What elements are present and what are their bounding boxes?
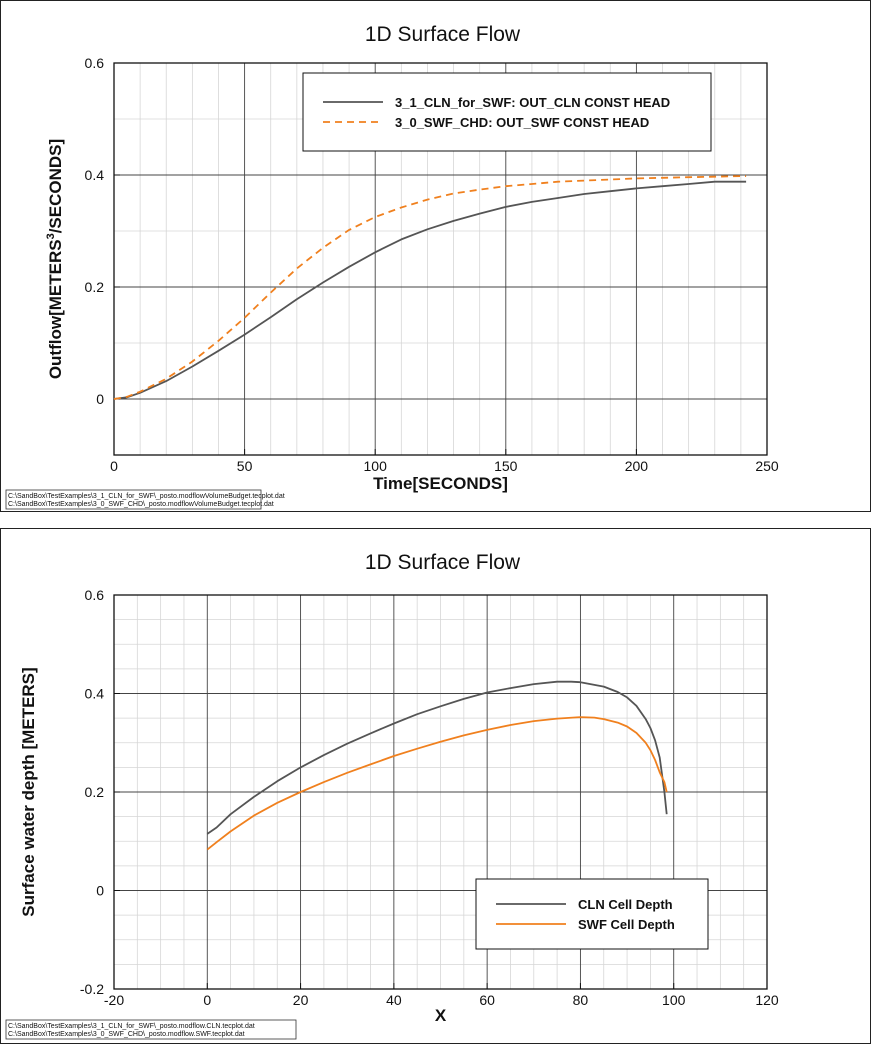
y-tick-label: 0.2 — [85, 784, 105, 800]
series-line-2 — [206, 716, 668, 851]
legend-box — [302, 72, 712, 152]
plot-frame — [113, 62, 768, 456]
x-tick-label: 80 — [573, 992, 589, 1008]
x-tick-label: 40 — [386, 992, 402, 1008]
x-axis-label: Time[SECONDS] — [373, 474, 508, 493]
x-tick-label: 200 — [625, 458, 649, 474]
x-tick-label: 150 — [494, 458, 518, 474]
y-tick-label: 0.4 — [85, 686, 105, 702]
depth-chart: 1D Surface Flow -20 0 20 40 60 80 100 120 -0.2 0 0.… — [5, 551, 779, 1040]
y-tick-label: -0.2 — [80, 981, 104, 997]
y-axis-label-main: Outflow[METERS — [46, 239, 65, 379]
source-file-box — [5, 489, 262, 510]
x-tick-label: 100 — [364, 458, 388, 474]
source-file-box — [5, 1019, 297, 1040]
source-file-line: C:\SandBox\TestExamples\3_0_SWF_CHD\_pos… — [8, 501, 274, 508]
legend-label-2: 3_0_SWF_CHD: OUT_SWF CONST HEAD — [395, 115, 649, 130]
y-tick-label: 0 — [96, 883, 104, 899]
x-tick-label: 120 — [755, 992, 779, 1008]
x-tick-label: 250 — [755, 458, 779, 474]
x-tick-label: 0 — [203, 992, 211, 1008]
source-file-line: C:\SandBox\TestExamples\3_0_SWF_CHD\_pos… — [8, 1031, 245, 1038]
y-axis-label-superscript: 3 — [45, 233, 57, 239]
chart-title: 1D Surface Flow — [365, 551, 521, 574]
source-file-line: C:\SandBox\TestExamples\3_1_CLN_for_SWF\… — [8, 493, 285, 500]
chart-panel-depth: 1D Surface Flow -20 0 20 40 60 80 100 120 -0.2 0 0.… — [0, 528, 871, 1044]
x-tick-label: 100 — [662, 992, 686, 1008]
source-file-line: C:\SandBox\TestExamples\3_1_CLN_for_SWF\… — [8, 1023, 255, 1030]
legend-box — [475, 878, 709, 950]
legend-label-1: CLN Cell Depth — [578, 897, 673, 912]
legend-label-1: 3_1_CLN_for_SWF: OUT_CLN CONST HEAD — [395, 95, 670, 110]
legend-label-2: SWF Cell Depth — [578, 917, 675, 932]
series-line-1 — [206, 680, 668, 835]
x-tick-label: 50 — [237, 458, 253, 474]
x-tick-label: 0 — [110, 458, 118, 474]
x-axis-label: X — [435, 1006, 447, 1025]
y-tick-label: 0.6 — [85, 55, 105, 71]
x-tick-label: 60 — [479, 992, 495, 1008]
series-line-2 — [113, 175, 747, 400]
y-tick-label: 0.6 — [85, 587, 105, 603]
x-tick-label: -20 — [104, 992, 124, 1008]
y-tick-label: 0.2 — [85, 279, 105, 295]
outflow-chart: 1D Surface Flow 0 50 100 150 200 250 0 0.2 0.4 0.6… — [5, 23, 779, 510]
x-tick-label: 20 — [293, 992, 309, 1008]
y-axis-label: Surface water depth [METERS] — [19, 667, 38, 916]
y-axis-label-tail: /SECONDS] — [46, 139, 65, 233]
y-tick-label: 0.4 — [85, 167, 105, 183]
chart-title: 1D Surface Flow — [365, 23, 521, 46]
chart-panel-outflow: 1D Surface Flow 0 50 100 150 200 250 0 0.2 0.4 0.6… — [0, 0, 871, 512]
y-tick-label: 0 — [96, 391, 104, 407]
y-axis-label: Outflow[METERS3/SECONDS] — [45, 139, 65, 379]
series-line-1 — [113, 180, 747, 400]
